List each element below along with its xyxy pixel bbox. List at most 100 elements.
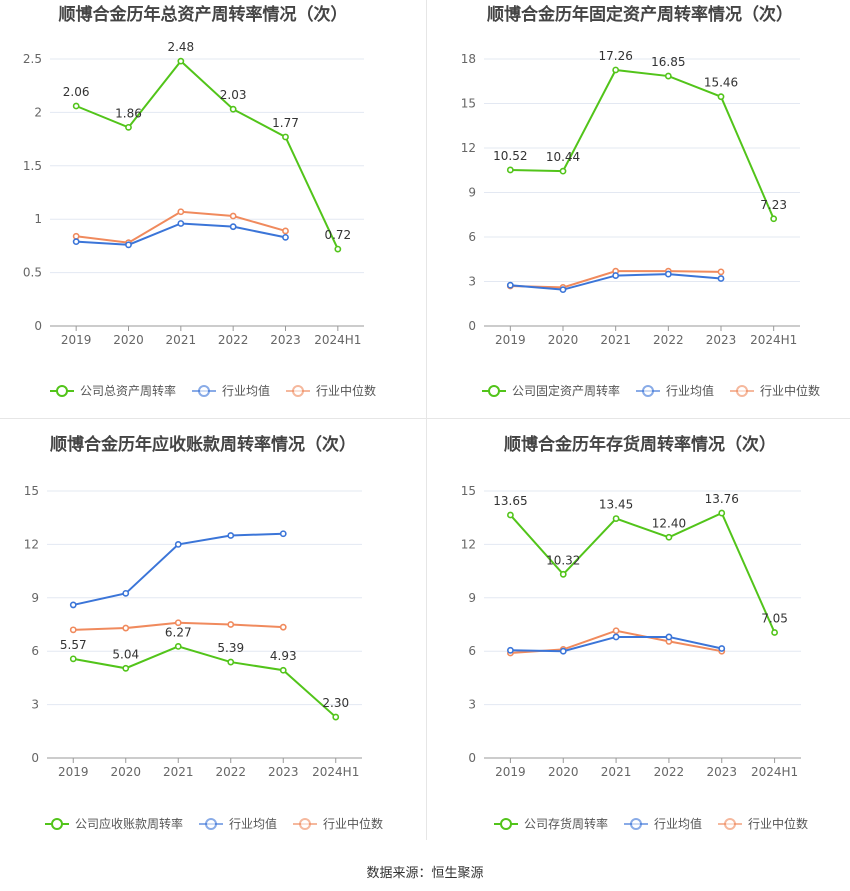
y-tick-label: 12 xyxy=(461,537,476,551)
legend-label: 行业均值 xyxy=(654,816,702,831)
x-tick-label: 2020 xyxy=(548,765,579,779)
data-point-industry_avg xyxy=(174,541,182,548)
series-line-industry_median xyxy=(76,210,286,244)
data-point-company xyxy=(125,123,132,131)
x-tick-label: 2024H1 xyxy=(751,765,798,779)
data-point-company xyxy=(559,570,567,578)
data-label: 13.76 xyxy=(705,492,739,506)
legend-label: 行业中位数 xyxy=(748,816,808,831)
data-point-company xyxy=(506,166,514,174)
data-label: 13.65 xyxy=(493,494,527,508)
x-tick-label: 2023 xyxy=(270,333,301,347)
legend-swatch-marker xyxy=(56,385,68,397)
data-point-company xyxy=(612,515,620,522)
legend-item-industry_median: 行业中位数 xyxy=(293,816,383,831)
legend-item-company: 公司存货周转率 xyxy=(494,816,608,831)
chart-total-asset-turnover: 顺博合金历年总资产周转率情况（次） 0 0.5 1 1.5 2 2.5 2019 2020 202… xyxy=(23,4,376,398)
x-tick-label: 2021 xyxy=(600,333,631,347)
data-point-company xyxy=(507,511,514,519)
legend-label: 公司存货周转率 xyxy=(524,816,608,831)
data-point-company xyxy=(665,533,673,541)
data-point-industry_median xyxy=(122,624,130,632)
data-point-industry_avg xyxy=(227,532,235,539)
y-tick-label: 9 xyxy=(31,591,39,605)
vertical-divider xyxy=(426,0,427,840)
legend-swatch-marker xyxy=(642,385,654,397)
data-point-company xyxy=(559,167,567,175)
legend-item-industry_avg: 行业均值 xyxy=(199,816,277,831)
legend-label: 行业均值 xyxy=(222,383,270,398)
y-tick-label: 0 xyxy=(468,751,476,765)
data-point-industry_avg xyxy=(507,646,514,654)
series-line-company xyxy=(509,511,776,633)
data-point-industry_avg xyxy=(72,238,80,246)
legend-label: 行业均值 xyxy=(666,383,714,398)
y-tick-label: 12 xyxy=(461,141,476,155)
data-label: 4.93 xyxy=(270,649,297,663)
data-point-company xyxy=(717,93,725,101)
y-tick-label: 2.5 xyxy=(23,52,42,66)
series-line-company xyxy=(75,59,339,250)
legend-label: 公司固定资产周转率 xyxy=(512,383,620,398)
data-point-industry_median xyxy=(227,621,235,628)
y-tick-label: 2 xyxy=(34,105,42,119)
data-label: 13.45 xyxy=(599,498,633,512)
legend-label: 行业中位数 xyxy=(316,383,376,398)
data-point-industry_avg xyxy=(229,223,237,231)
data-point-industry_avg xyxy=(122,589,130,597)
data-label: 15.46 xyxy=(704,76,738,90)
data-point-industry_avg xyxy=(665,633,673,641)
legend-item-industry_median: 行业中位数 xyxy=(286,383,376,398)
data-point-company xyxy=(177,57,185,65)
data-point-industry_avg xyxy=(177,220,185,227)
legend-swatch-marker xyxy=(500,818,512,830)
data-point-industry_median xyxy=(717,268,725,276)
data-point-industry_median xyxy=(612,627,620,635)
data-label: 1.77 xyxy=(272,116,299,130)
data-label: 7.05 xyxy=(761,612,788,626)
data-point-company xyxy=(770,215,778,223)
data-label: 2.30 xyxy=(322,696,349,710)
x-tick-label: 2019 xyxy=(495,333,526,347)
legend-swatch-marker xyxy=(724,818,736,830)
data-point-industry_median xyxy=(229,212,237,220)
legend-item-company: 公司固定资产周转率 xyxy=(482,383,620,398)
data-point-industry_avg xyxy=(559,286,567,294)
legend-label: 行业中位数 xyxy=(323,816,383,831)
y-tick-label: 6 xyxy=(31,644,39,658)
data-label: 5.57 xyxy=(60,638,87,652)
y-tick-label: 6 xyxy=(468,230,476,244)
legend-item-industry_avg: 行业均值 xyxy=(636,383,714,398)
x-tick-label: 2023 xyxy=(268,765,299,779)
data-label: 2.48 xyxy=(167,40,194,54)
data-point-industry_median xyxy=(282,227,289,235)
x-tick-label: 2021 xyxy=(166,333,197,347)
legend-swatch-marker xyxy=(736,385,748,397)
y-tick-label: 3 xyxy=(468,275,476,289)
legend-swatch-marker xyxy=(292,385,304,397)
data-point-company xyxy=(771,629,778,636)
chart-inventory-turnover: 顺博合金历年存货周转率情况（次） 0 3 6 9 12 15 2019 2020 2021 2022… xyxy=(461,434,808,831)
data-point-company xyxy=(229,105,237,113)
x-tick-label: 2020 xyxy=(110,765,141,779)
data-point-company xyxy=(334,245,342,253)
x-tick-label: 2024H1 xyxy=(750,333,797,347)
x-tick-label: 2019 xyxy=(61,333,92,347)
data-label: 10.44 xyxy=(546,150,580,164)
data-point-industry_avg xyxy=(664,270,672,278)
data-point-industry_median xyxy=(174,619,182,627)
y-tick-label: 1.5 xyxy=(23,159,42,173)
data-point-industry_median xyxy=(69,626,77,634)
legend-label: 公司应收账款周转率 xyxy=(75,816,183,831)
legend-swatch-marker xyxy=(630,818,642,830)
data-label: 5.39 xyxy=(217,641,244,655)
y-tick-label: 0 xyxy=(31,751,39,765)
x-tick-label: 2021 xyxy=(601,765,632,779)
y-tick-label: 15 xyxy=(24,484,39,498)
legend-swatch-marker xyxy=(51,818,63,830)
data-point-company xyxy=(718,509,726,517)
x-tick-label: 2024H1 xyxy=(314,333,361,347)
data-point-industry_avg xyxy=(612,633,620,641)
data-point-industry_avg xyxy=(279,530,287,538)
x-tick-label: 2022 xyxy=(215,765,246,779)
